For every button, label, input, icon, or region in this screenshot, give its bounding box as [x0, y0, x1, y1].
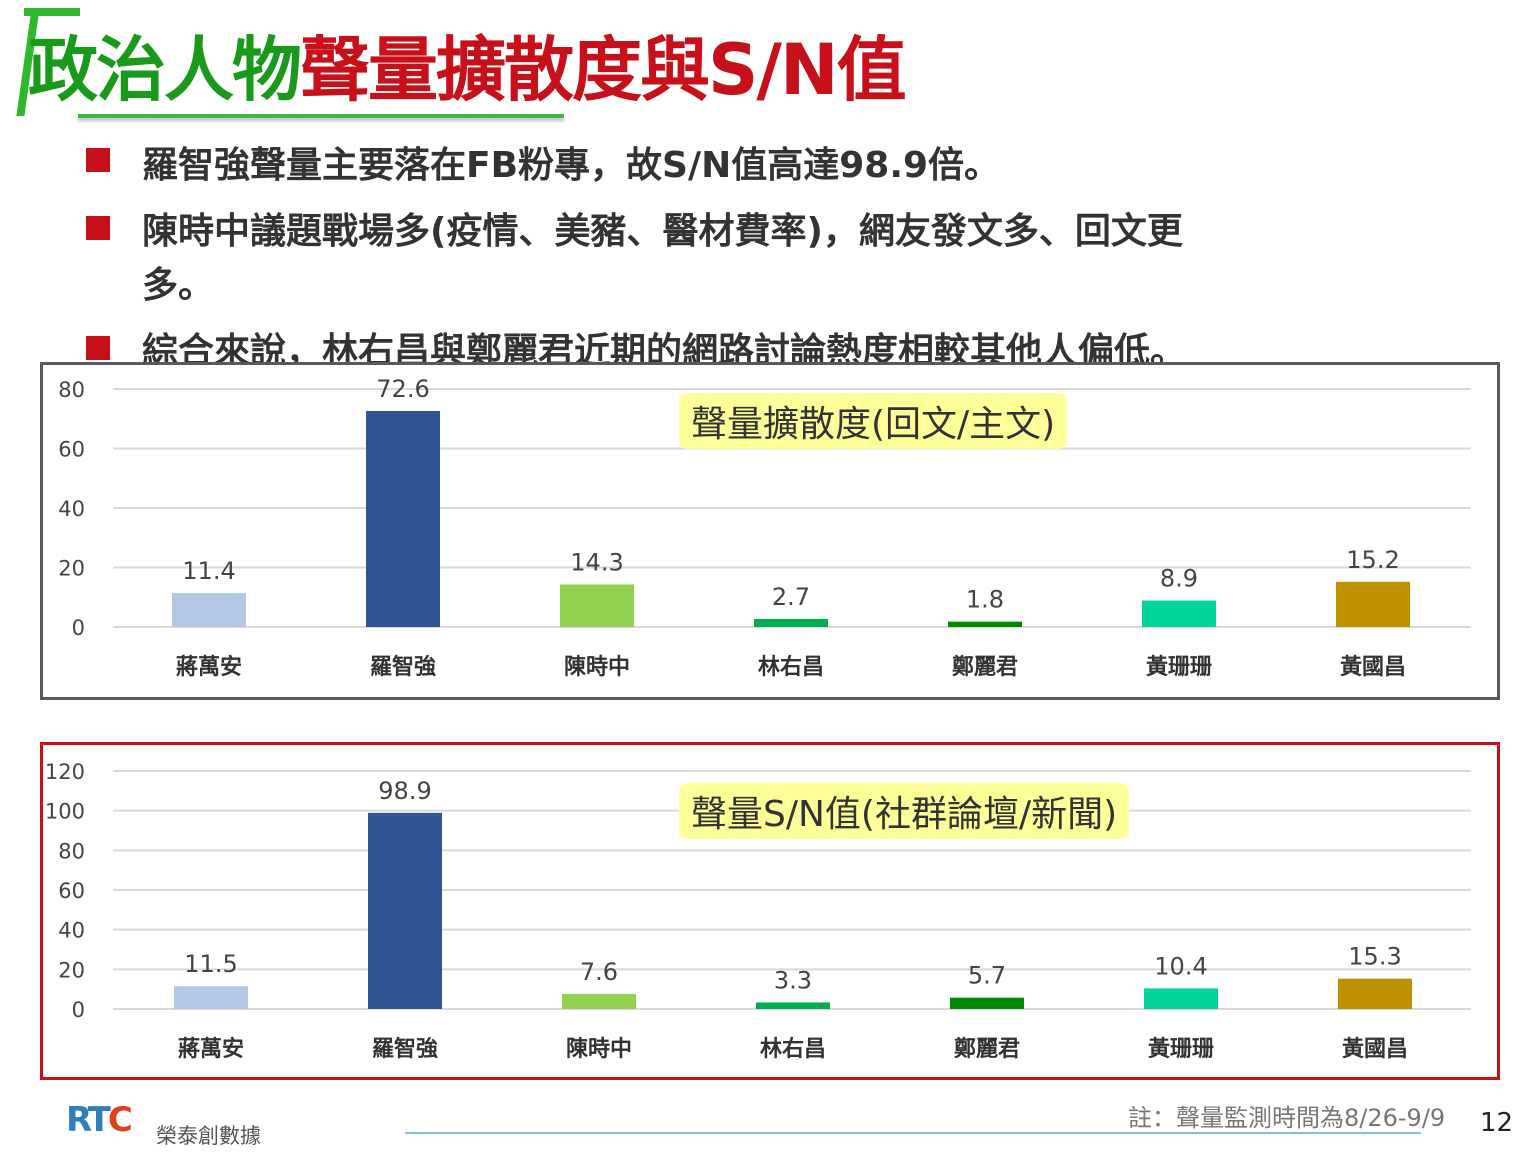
y-tick-label: 60 — [58, 438, 85, 462]
x-tick-label: 蔣萬安 — [176, 654, 242, 680]
page-number: 12 — [1480, 1108, 1514, 1138]
data-label: 11.5 — [184, 950, 237, 978]
diffusion-chart-panel: 0 20 40 60 80 11.4 蔣萬安 72.6 羅智強 14.3 陳時中 2.7 林右昌 1.8 鄭… — [40, 362, 1500, 700]
data-label: 5.7 — [968, 962, 1006, 990]
bar-蔣萬安 — [172, 593, 246, 627]
data-label: 72.6 — [376, 375, 429, 403]
data-label: 15.2 — [1346, 546, 1399, 574]
sn-chart-panel: 0 20 40 60 80 100 120 11.5 蔣萬安 98.9 羅智強 7.6 陳時中 3.3 林右… — [40, 742, 1500, 1080]
bar-羅智強 — [366, 411, 440, 627]
x-tick-label: 陳時中 — [566, 1036, 632, 1062]
x-tick-label: 黃國昌 — [1340, 654, 1406, 680]
footer-note: 註：聲量監測時間為8/26-9/9 — [1128, 1104, 1446, 1132]
bullet-1: 羅智強聲量主要落在FB粉專，故S/N值高達98.9倍。 — [142, 145, 1001, 186]
bullet-2: 陳時中議題戰場多(疫情、美豬、醫材費率)，網友發文多、回文更 — [142, 211, 1183, 252]
company-logo: RTC — [66, 1100, 133, 1140]
data-label: 1.8 — [966, 586, 1004, 614]
x-tick-label: 羅智強 — [372, 1036, 438, 1062]
footer-divider — [405, 1132, 1421, 1134]
bar-黃珊珊 — [1142, 600, 1216, 627]
y-tick-label: 100 — [45, 800, 85, 824]
x-tick-label: 黃國昌 — [1342, 1036, 1408, 1062]
bullet-2-cont: 多。 — [142, 265, 215, 306]
y-tick-label: 0 — [72, 998, 85, 1022]
data-label: 8.9 — [1160, 565, 1198, 593]
data-label: 7.6 — [580, 958, 618, 986]
y-tick-label: 120 — [45, 760, 85, 784]
x-tick-label: 黃珊珊 — [1146, 654, 1212, 680]
bar-羅智強 — [368, 812, 442, 1009]
bar-林右昌 — [756, 1002, 830, 1009]
company-name: 榮泰創數據 — [156, 1124, 261, 1148]
title-underline — [78, 114, 564, 118]
x-tick-label: 林右昌 — [760, 1037, 826, 1062]
data-label: 15.3 — [1348, 943, 1401, 971]
data-label: 3.3 — [774, 966, 812, 994]
bar-黃國昌 — [1338, 978, 1412, 1009]
x-tick-label: 鄭麗君 — [954, 1036, 1020, 1062]
page-title: 政治人物聲量擴散度與S/N值 — [28, 29, 907, 111]
y-tick-label: 60 — [58, 879, 85, 903]
y-tick-label: 40 — [58, 919, 85, 943]
data-label: 98.9 — [378, 777, 431, 805]
bar-蔣萬安 — [174, 986, 248, 1009]
y-tick-label: 20 — [58, 958, 85, 982]
bar-林右昌 — [754, 618, 828, 627]
data-label: 11.4 — [182, 557, 235, 585]
bullet-marker — [86, 216, 110, 240]
diffusion-chart: 0 20 40 60 80 11.4 蔣萬安 72.6 羅智強 14.3 陳時中 2.7 林右昌 1.8 鄭… — [58, 375, 1471, 680]
data-label: 10.4 — [1154, 952, 1207, 980]
y-tick-label: 20 — [58, 557, 85, 581]
x-tick-label: 林右昌 — [758, 655, 824, 680]
data-label: 14.3 — [570, 548, 623, 576]
y-tick-label: 80 — [58, 839, 85, 863]
sn-chart: 0 20 40 60 80 100 120 11.5 蔣萬安 98.9 羅智強 7.6 陳時中 3.3 林右… — [45, 760, 1471, 1062]
y-tick-label: 80 — [58, 378, 85, 402]
x-tick-label: 鄭麗君 — [952, 654, 1018, 680]
bar-陳時中 — [562, 993, 636, 1009]
x-tick-label: 蔣萬安 — [178, 1036, 244, 1062]
y-tick-label: 0 — [72, 616, 85, 640]
x-tick-label: 陳時中 — [564, 654, 630, 680]
x-tick-label: 羅智強 — [370, 654, 436, 680]
x-tick-label: 黃珊珊 — [1148, 1036, 1214, 1062]
bullet-marker — [86, 148, 110, 172]
chart-title: 聲量S/N值(社群論壇/新聞) — [679, 783, 1130, 839]
bar-鄭麗君 — [950, 997, 1024, 1009]
chart-title: 聲量擴散度(回文/主文) — [679, 393, 1068, 449]
y-tick-label: 40 — [58, 497, 85, 521]
title-accent-top — [24, 8, 80, 16]
data-label: 2.7 — [772, 583, 810, 611]
bar-黃國昌 — [1336, 581, 1410, 627]
bar-鄭麗君 — [948, 621, 1022, 627]
bullet-marker — [86, 336, 110, 360]
bar-陳時中 — [560, 584, 634, 627]
bar-黃珊珊 — [1144, 988, 1218, 1009]
